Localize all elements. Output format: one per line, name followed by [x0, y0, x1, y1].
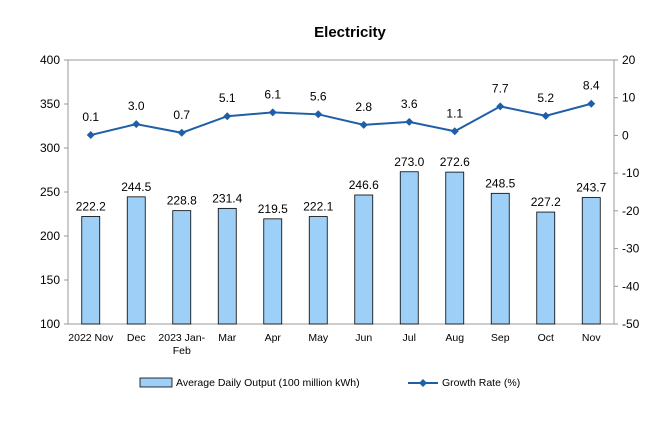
line-point: [223, 112, 232, 121]
right-axis-tick-label: -30: [622, 242, 640, 256]
legend-bar-swatch: [139, 377, 173, 388]
x-axis-tick-label: Sep: [491, 332, 510, 344]
legend-line-marker: [419, 379, 427, 387]
x-axis-tick-label: Jul: [403, 332, 416, 344]
line-point: [405, 117, 414, 126]
bar-data-label: 227.2: [531, 195, 561, 209]
left-axis-tick-label: 350: [40, 97, 60, 111]
bar-data-label: 273.0: [394, 155, 424, 169]
x-axis-tick-label: Nov: [582, 332, 601, 344]
line-data-label: 7.7: [492, 81, 509, 95]
line-data-label: 5.6: [310, 89, 327, 103]
left-axis-tick-label: 400: [40, 53, 60, 67]
line-point: [450, 127, 459, 136]
bar-data-label: 222.2: [76, 199, 106, 213]
line-data-label: 1.1: [446, 106, 463, 120]
bar: [536, 211, 556, 325]
line-point: [268, 108, 277, 117]
line-data-label: 8.4: [583, 79, 600, 93]
line-point: [359, 120, 368, 129]
chart-title: Electricity: [314, 24, 386, 41]
line-data-label: 2.8: [355, 100, 372, 114]
line-data-label: 3.0: [128, 99, 145, 113]
line-point: [177, 128, 186, 137]
line-data-label: 3.6: [401, 97, 418, 111]
bar-data-label: 243.7: [576, 181, 606, 195]
x-axis-tick-label: Dec: [127, 332, 146, 344]
left-axis-tick-label: 300: [40, 141, 60, 155]
line-point: [496, 102, 505, 111]
bar: [126, 196, 146, 325]
bar: [581, 197, 601, 325]
right-axis-tick-label: 10: [622, 91, 636, 105]
legend-line-label: Growth Rate (%): [442, 377, 520, 389]
bar: [81, 216, 101, 325]
bar: [217, 207, 237, 325]
bar: [490, 192, 510, 325]
line-data-label: 0.7: [173, 108, 190, 122]
right-axis-tick-label: -10: [622, 166, 640, 180]
x-axis-tick-label: 2023 Jan-: [158, 332, 205, 344]
x-axis-tick-label: Apr: [265, 332, 282, 344]
bar-data-label: 219.5: [258, 202, 288, 216]
bar: [399, 171, 419, 325]
bar-data-label: 228.8: [167, 194, 197, 208]
left-axis-tick-label: 100: [40, 317, 60, 331]
bar: [354, 194, 374, 325]
line-point: [314, 110, 323, 119]
x-axis-tick-label: Mar: [218, 332, 237, 344]
growth-rate-line: [90, 102, 592, 137]
line-point: [541, 111, 550, 120]
x-axis-tick-label: Aug: [445, 332, 464, 344]
x-axis-tick-label: Feb: [173, 345, 191, 357]
line-data-label: 6.1: [264, 87, 281, 101]
left-axis-tick-label: 200: [40, 229, 60, 243]
x-axis-tick-label: 2022 Nov: [68, 332, 114, 344]
bar: [263, 218, 283, 325]
bar: [445, 171, 465, 325]
line-point: [86, 131, 95, 140]
line-point: [132, 120, 141, 129]
left-axis-tick-label: 150: [40, 273, 60, 287]
right-axis-tick-label: 20: [622, 53, 636, 67]
bar-data-label: 222.1: [303, 200, 333, 214]
line-point: [587, 99, 596, 108]
bar-data-label: 231.4: [212, 191, 242, 205]
right-axis-tick-label: 0: [622, 128, 629, 142]
right-axis-tick-label: -40: [622, 279, 640, 293]
line-data-label: 5.1: [219, 91, 236, 105]
bar: [172, 210, 192, 325]
x-axis-tick-label: Jun: [355, 332, 372, 344]
plot-area: 100 150 200 250 300 350 400 -50 -40 -30 -20 -10 0 10 2…: [40, 53, 640, 357]
line-data-label: 0.1: [82, 110, 99, 124]
bar: [308, 216, 328, 325]
x-axis-tick-label: Oct: [538, 332, 554, 344]
x-axis-tick-label: May: [308, 332, 329, 344]
legend-bar-label: Average Daily Output (100 million kWh): [176, 377, 360, 389]
chart-legend: Average Daily Output (100 million kWh) Gr…: [139, 377, 520, 389]
bar-data-label: 272.6: [440, 155, 470, 169]
left-axis-tick-label: 250: [40, 185, 60, 199]
right-axis-tick-label: -50: [622, 317, 640, 331]
right-axis-tick-label: -20: [622, 204, 640, 218]
bar-data-label: 248.5: [485, 176, 515, 190]
line-data-label: 5.2: [537, 91, 554, 105]
bar-data-label: 246.6: [349, 178, 379, 192]
bar-data-label: 244.5: [121, 180, 151, 194]
